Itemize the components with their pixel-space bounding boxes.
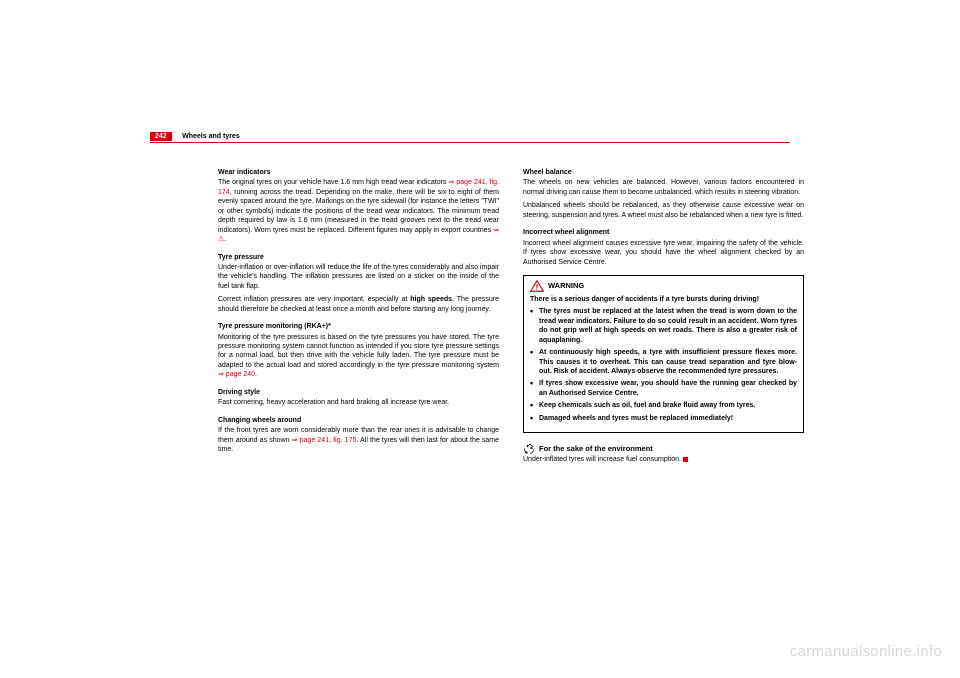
text: The original tyres on your vehicle have …	[218, 179, 448, 186]
heading-wear-indicators: Wear indicators	[218, 168, 499, 177]
right-column: Wheel balance The wheels on new vehicles…	[523, 168, 804, 469]
para-environment: Under-inflated tyres will increase fuel …	[523, 455, 804, 464]
heading-changing-wheels: Changing wheels around	[218, 416, 499, 425]
text: Monitoring of the tyre pressures is base…	[218, 334, 499, 369]
watermark: carmanualsonline.info	[790, 643, 942, 660]
warning-title: WARNING	[548, 281, 584, 291]
xref-arrow: ⇒	[493, 227, 499, 234]
header-title: Wheels and tyres	[182, 132, 240, 140]
para-balance-2: Unbalanced wheels should be rebalanced, …	[523, 201, 804, 220]
warning-bullet-3: If tyres show excessive wear, you should…	[530, 379, 797, 398]
warning-bullet-2: At continuously high speeds, a tyre with…	[530, 348, 797, 376]
warning-bullet-4: Keep chemicals such as oil, fuel and bra…	[530, 401, 797, 410]
para-balance-1: The wheels on new vehicles are balanced.…	[523, 178, 804, 197]
left-column: Wear indicators The original tyres on yo…	[218, 168, 499, 469]
text: , running across the tread. Depending on…	[218, 189, 499, 234]
para-driving-style: Fast cornering, heavy acceleration and h…	[218, 398, 499, 407]
recycle-icon	[523, 443, 535, 455]
para-changing-wheels: If the front tyres are worn considerably…	[218, 426, 499, 454]
page: 242 Wheels and tyres Wear indicators The…	[0, 0, 960, 678]
xref-page241-fig175: ⇒ page 241, fig. 175	[292, 437, 357, 444]
page-number: 242	[150, 132, 172, 141]
para-wear: The original tyres on your vehicle have …	[218, 178, 499, 244]
warning-bullet-5: Damaged wheels and tyres must be replace…	[530, 414, 797, 423]
text: Correct inflation pressures are very imp…	[218, 296, 410, 303]
heading-tyre-pressure: Tyre pressure	[218, 253, 499, 262]
para-alignment: Incorrect wheel alignment causes excessi…	[523, 239, 804, 267]
environment-header: For the sake of the environment	[523, 443, 804, 455]
para-pressure-1: Under-inflation or over-inflation will r…	[218, 263, 499, 291]
page-header: 242 Wheels and tyres	[150, 132, 790, 148]
environment-title: For the sake of the environment	[539, 444, 653, 454]
warning-intro: There is a serious danger of accidents i…	[530, 295, 797, 304]
warning-box: WARNING There is a serious danger of acc…	[523, 275, 804, 433]
heading-alignment: Incorrect wheel alignment	[523, 228, 804, 237]
para-rka: Monitoring of the tyre pressures is base…	[218, 333, 499, 380]
heading-driving-style: Driving style	[218, 388, 499, 397]
warning-triangle-icon: ⚠	[218, 235, 224, 244]
text: .	[255, 371, 257, 378]
warning-triangle-icon	[530, 280, 544, 292]
para-pressure-2: Correct inflation pressures are very imp…	[218, 295, 499, 314]
header-rule	[150, 142, 790, 143]
warning-header: WARNING	[530, 280, 797, 292]
text: Under-inflated tyres will increase fuel …	[523, 456, 681, 463]
xref-page240: ⇒ page 240	[218, 371, 255, 378]
end-marker-icon	[683, 457, 688, 462]
bold-high-speeds: high speeds	[410, 296, 452, 303]
heading-wheel-balance: Wheel balance	[523, 168, 804, 177]
heading-rka: Tyre pressure monitoring (RKA+)*	[218, 322, 499, 331]
body-columns: Wear indicators The original tyres on yo…	[218, 168, 804, 469]
warning-bullet-1: The tyres must be replaced at the latest…	[530, 307, 797, 345]
